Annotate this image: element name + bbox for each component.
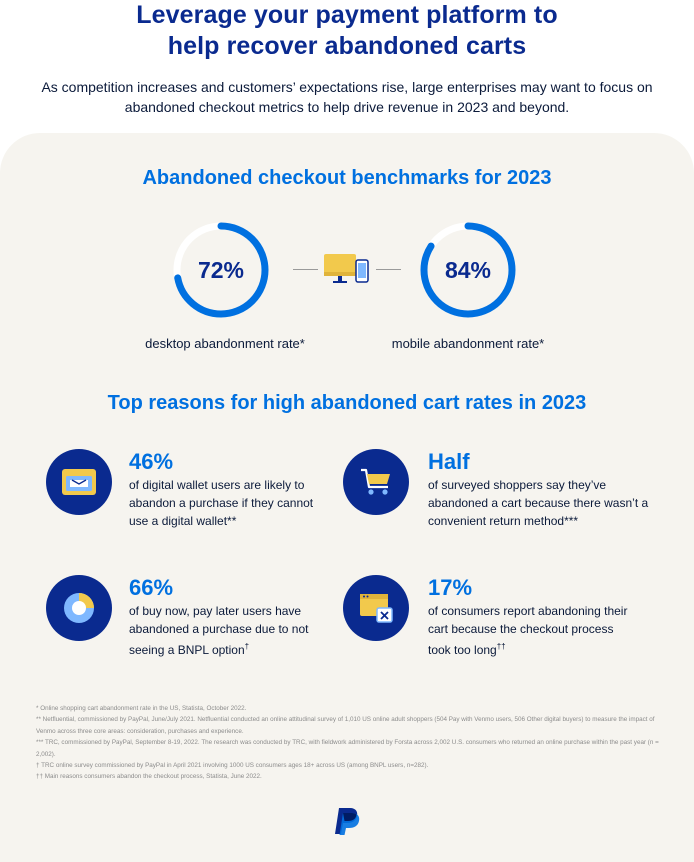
reason-text-checkout-wrap: of consumers report abandoning their car…: [428, 602, 633, 659]
title-line-1: Leverage your payment platform to: [136, 1, 558, 29]
shopping-cart-icon: [361, 468, 390, 495]
mobile-ring: 84%: [418, 220, 518, 320]
desktop-rate-caption: desktop abandonment rate*: [145, 336, 305, 351]
reason-text-bnpl-wrap: of buy now, pay later users have abandon…: [129, 602, 309, 659]
reasons-heading: Top reasons for high abandoned cart rate…: [107, 392, 587, 414]
browser-window-close-icon: [360, 594, 393, 623]
connector-right: [376, 269, 401, 270]
reason-sup-bnpl: †: [244, 642, 250, 651]
desktop-ring-chart: [173, 222, 269, 318]
cart-icon-circle: [343, 449, 409, 515]
wallet-icon-circle: [46, 449, 112, 515]
footnote-1: * Online shopping cart abandonment rate …: [36, 705, 247, 712]
reason-text-checkout: of consumers report abandoning their car…: [428, 604, 628, 657]
desktop-and-phone-icon: [324, 254, 369, 283]
footnotes: * Online shopping cart abandonment rate …: [36, 703, 666, 783]
reason-stat-returns: Half: [428, 449, 470, 474]
intro-text: As competition increases and customers’ …: [41, 79, 653, 115]
reason-text-returns: of surveyed shoppers say they’ve abandon…: [428, 478, 649, 528]
connector-left: [293, 269, 318, 270]
pie-chart-icon: [64, 593, 94, 623]
footnote-2: ** Netfluential, commissioned by PayPal,…: [36, 716, 655, 735]
reason-stat-wallet: 46%: [129, 449, 174, 474]
desktop-ring: 72%: [171, 220, 271, 320]
footnote-3: *** TRC, commissioned by PayPal, Septemb…: [36, 739, 659, 758]
desktop-ring-arc: [173, 222, 269, 318]
paypal-logo: [335, 808, 360, 835]
mobile-rate-value: 84%: [444, 256, 492, 283]
reason-sup-checkout: ††: [496, 642, 506, 651]
wallet-icon: [62, 469, 96, 495]
page-title: Leverage your payment platform to help r…: [0, 0, 694, 62]
reason-text-wallet: of digital wallet users are likely to ab…: [129, 478, 314, 528]
mobile-ring-arc: [420, 222, 516, 318]
benchmarks-heading: Abandoned checkout benchmarks for 2023: [142, 167, 552, 189]
footnote-4: † TRC online survey commissioned by PayP…: [36, 762, 429, 770]
mobile-ring-chart: [420, 222, 516, 318]
mobile-rate-caption: mobile abandonment rate*: [391, 336, 545, 351]
reason-stat-bnpl: 66%: [129, 575, 174, 600]
browser-icon-circle: [343, 575, 409, 641]
reason-text-bnpl: of buy now, pay later users have abandon…: [129, 604, 309, 657]
desktop-rate-value: 72%: [197, 256, 245, 283]
pie-icon-circle: [46, 575, 112, 641]
reason-stat-checkout: 17%: [428, 575, 473, 600]
footnote-5: †† Main reasons consumers abandon the ch…: [36, 773, 262, 781]
title-line-2: help recover abandoned carts: [167, 32, 527, 60]
